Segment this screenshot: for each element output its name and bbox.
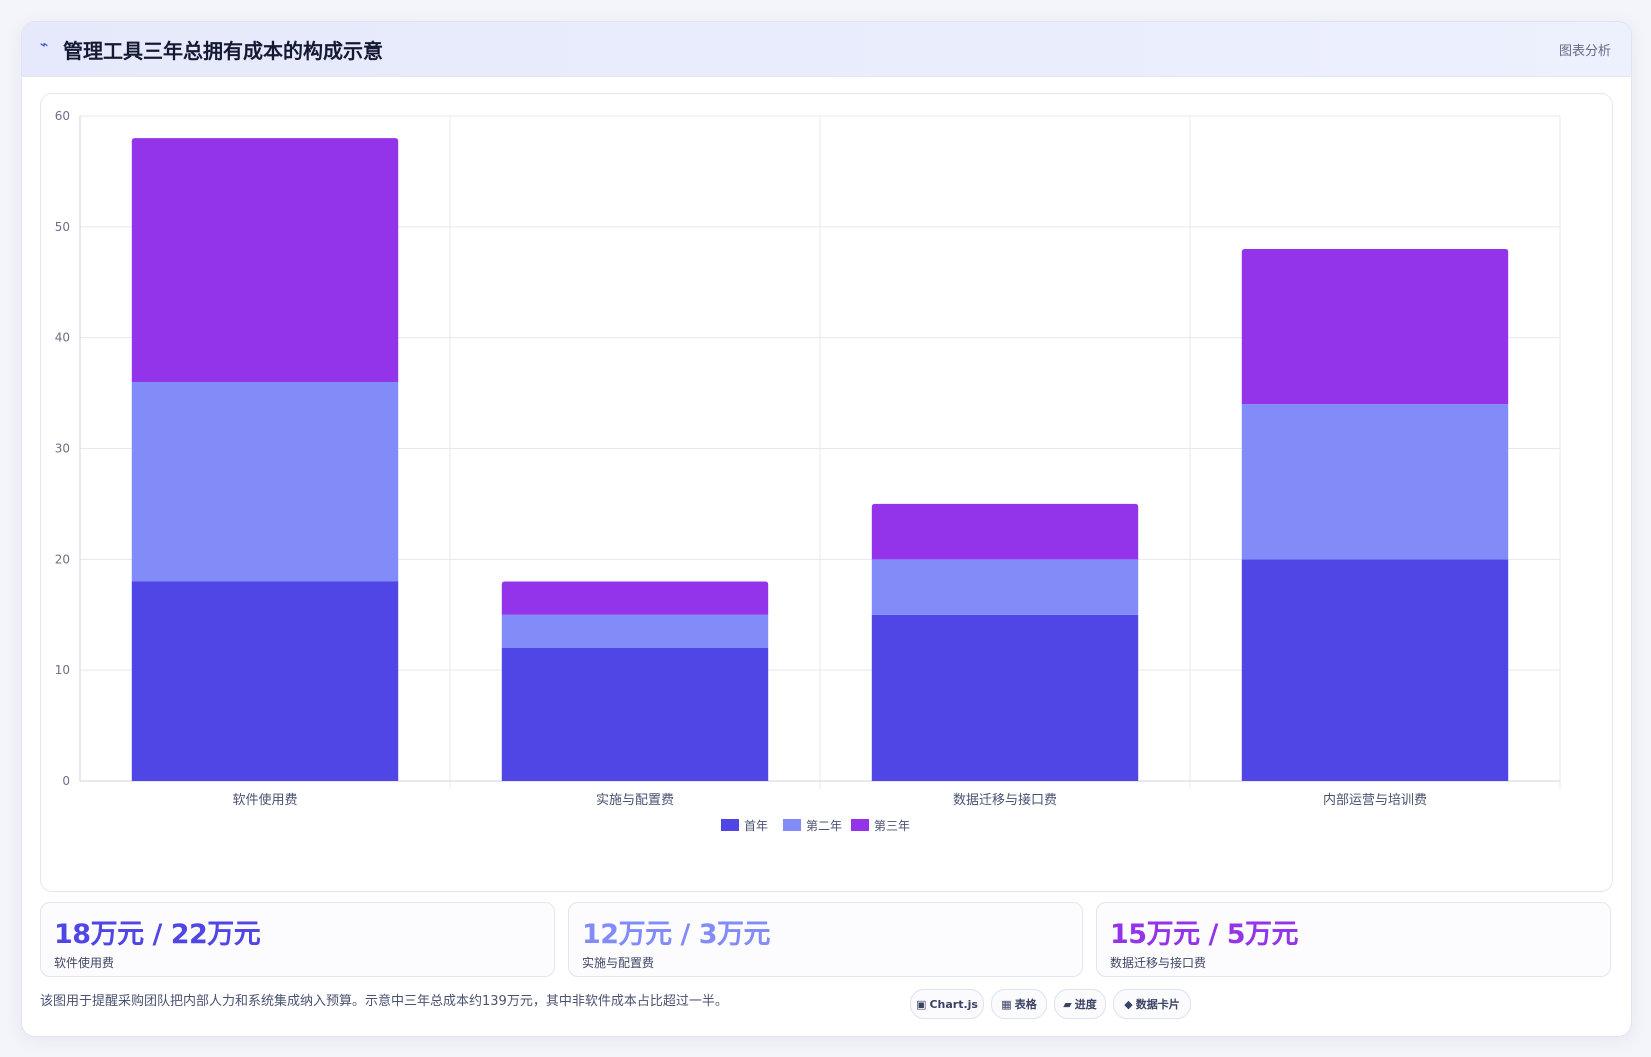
bar-segment bbox=[501, 614, 769, 648]
legend-label: 第三年 bbox=[874, 819, 910, 833]
stat-card-migration: 15万元 / 5万元 数据迁移与接口费 bbox=[1096, 902, 1611, 977]
y-tick-label: 20 bbox=[55, 552, 70, 566]
stat-label: 实施与配置费 bbox=[582, 956, 655, 970]
bar-segment bbox=[871, 503, 1139, 560]
bar-segment bbox=[501, 581, 769, 615]
stat-card-implementation: 12万元 / 3万元 实施与配置费 bbox=[568, 902, 1083, 977]
legend-swatch bbox=[783, 819, 801, 831]
chip-progress[interactable]: ▰ 进度 bbox=[1054, 989, 1106, 1019]
footer-note: 该图用于提醒采购团队把内部人力和系统集成纳入预算。示意中三年总成本约139万元，… bbox=[40, 994, 728, 1009]
legend-swatch bbox=[721, 819, 739, 831]
stat-value: 15万元 / 5万元 bbox=[1110, 919, 1299, 950]
chip-label: 进度 bbox=[1074, 998, 1097, 1011]
bar-segment bbox=[1241, 249, 1509, 405]
panel-header: ⌁ 管理工具三年总拥有成本的构成示意 图表分析 bbox=[22, 22, 1631, 77]
chip-data-card[interactable]: ◆ 数据卡片 bbox=[1113, 989, 1191, 1019]
bar-segment bbox=[1241, 404, 1509, 560]
progress-icon: ▰ bbox=[1063, 997, 1072, 1011]
y-tick-label: 0 bbox=[62, 774, 70, 788]
bar-segment bbox=[871, 559, 1139, 615]
x-tick-label: 软件使用费 bbox=[232, 792, 297, 808]
panel-tag: 图表分析 bbox=[1558, 44, 1611, 59]
legend-swatch bbox=[851, 819, 869, 831]
chip-chartjs[interactable]: ▣ Chart.js bbox=[910, 989, 984, 1019]
chart-icon: ▣ bbox=[916, 997, 927, 1011]
legend-label: 首年 bbox=[744, 819, 768, 833]
stat-label: 软件使用费 bbox=[54, 956, 115, 970]
diamond-icon: ◆ bbox=[1124, 997, 1133, 1011]
chip-label: Chart.js bbox=[929, 997, 978, 1011]
chip-label: 数据卡片 bbox=[1135, 998, 1180, 1011]
y-tick-label: 60 bbox=[55, 109, 70, 123]
bar-segment bbox=[871, 614, 1139, 781]
stacked-bar-chart: 0 10 20 30 40 50 60 软件使用费 实施与配置费 数据迁移与接口费 内部运营与培训费… bbox=[55, 109, 1561, 833]
stat-value: 18万元 / 22万元 bbox=[54, 919, 261, 950]
x-tick-label: 数据迁移与接口费 bbox=[953, 792, 1057, 808]
chart-card: 0 10 20 30 40 50 60 软件使用费 实施与配置费 数据迁移与接口费 内部运营与培训费… bbox=[40, 93, 1613, 892]
y-tick-label: 50 bbox=[55, 220, 70, 234]
x-tick-label: 实施与配置费 bbox=[596, 793, 674, 808]
bar-segment bbox=[131, 581, 399, 781]
panel-title: 管理工具三年总拥有成本的构成示意 bbox=[63, 39, 383, 63]
legend-label: 第二年 bbox=[806, 819, 842, 833]
y-tick-label: 40 bbox=[55, 331, 70, 345]
chip-table[interactable]: ▦ 表格 bbox=[991, 989, 1047, 1019]
bolt-icon: ⌁ bbox=[40, 37, 49, 53]
y-tick-label: 30 bbox=[55, 442, 70, 456]
table-icon: ▦ bbox=[1001, 997, 1012, 1011]
chip-label: 表格 bbox=[1014, 998, 1037, 1011]
chart-panel: ⌁ 管理工具三年总拥有成本的构成示意 图表分析 0 10 20 30 40 50 60 软件使… bbox=[21, 21, 1632, 1037]
bar-segment bbox=[1241, 559, 1509, 781]
stat-card-software: 18万元 / 22万元 软件使用费 bbox=[40, 902, 555, 977]
stat-value: 12万元 / 3万元 bbox=[582, 919, 771, 950]
bar-segment bbox=[131, 138, 399, 382]
y-tick-label: 10 bbox=[55, 663, 70, 677]
bar-segment bbox=[131, 382, 399, 582]
x-tick-label: 内部运营与培训费 bbox=[1323, 792, 1427, 808]
stat-label: 数据迁移与接口费 bbox=[1110, 956, 1207, 970]
bar-segment bbox=[501, 648, 769, 781]
